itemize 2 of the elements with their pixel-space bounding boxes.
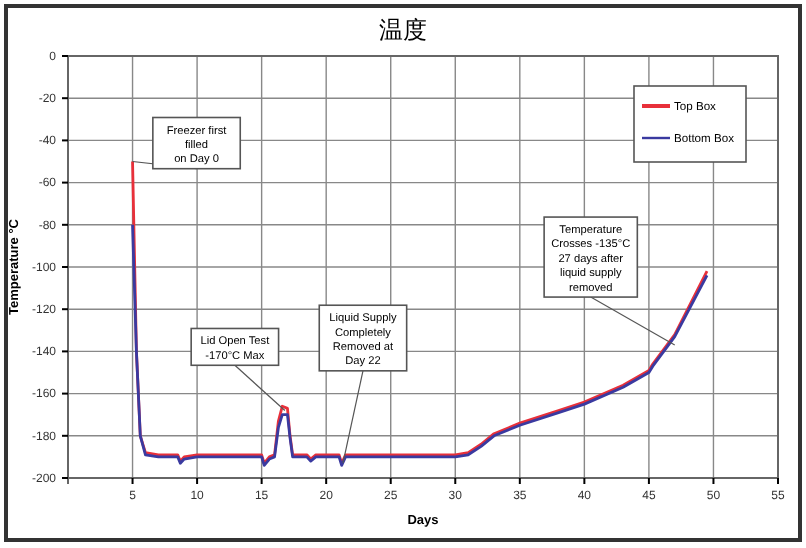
- line-series: [131, 223, 709, 467]
- chart-title: 温度: [379, 16, 427, 44]
